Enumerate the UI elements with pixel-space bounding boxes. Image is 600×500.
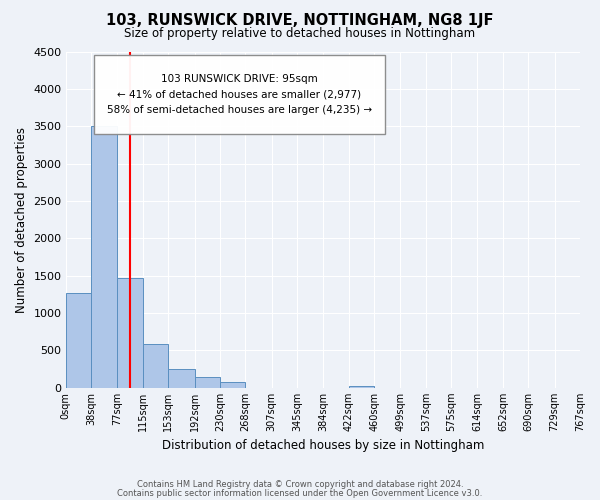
Text: Size of property relative to detached houses in Nottingham: Size of property relative to detached ho… [124, 28, 476, 40]
Bar [66, 292, 91, 388]
Bar [169, 369, 194, 388]
FancyBboxPatch shape [94, 55, 385, 134]
Text: 103, RUNSWICK DRIVE, NOTTINGHAM, NG8 1JF: 103, RUNSWICK DRIVE, NOTTINGHAM, NG8 1JF [106, 12, 494, 28]
Text: Contains public sector information licensed under the Open Government Licence v3: Contains public sector information licen… [118, 490, 482, 498]
X-axis label: Distribution of detached houses by size in Nottingham: Distribution of detached houses by size … [162, 440, 484, 452]
Y-axis label: Number of detached properties: Number of detached properties [15, 126, 28, 312]
Bar [194, 378, 220, 388]
Text: 103 RUNSWICK DRIVE: 95sqm
← 41% of detached houses are smaller (2,977)
58% of se: 103 RUNSWICK DRIVE: 95sqm ← 41% of detac… [107, 74, 372, 115]
Bar [220, 382, 245, 388]
Bar [349, 386, 374, 388]
Bar [143, 344, 169, 388]
Bar [91, 126, 118, 388]
Text: Contains HM Land Registry data © Crown copyright and database right 2024.: Contains HM Land Registry data © Crown c… [137, 480, 463, 489]
Bar [118, 278, 143, 388]
